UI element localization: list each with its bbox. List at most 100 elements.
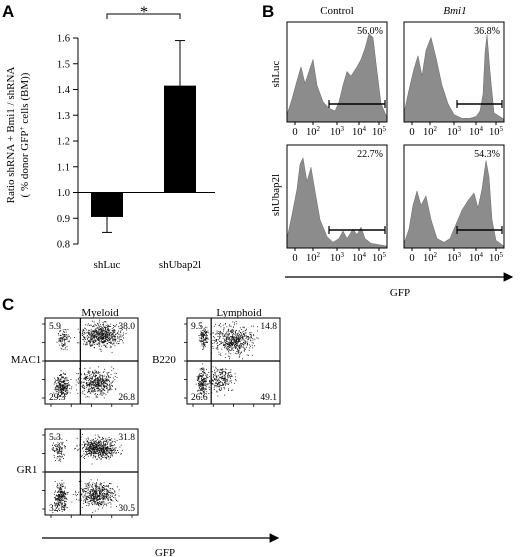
event-dot (57, 453, 58, 455)
event-dot (95, 341, 97, 342)
event-dot (218, 372, 220, 374)
event-dot (220, 368, 222, 370)
event-dot (59, 379, 61, 381)
event-dot (88, 488, 89, 490)
event-dot (111, 329, 113, 331)
event-dot (89, 342, 91, 344)
event-dot (64, 498, 66, 499)
event-dot (219, 388, 221, 390)
event-dot (62, 496, 64, 497)
event-dot (59, 484, 61, 486)
event-dot (231, 341, 233, 343)
event-dot (98, 366, 99, 368)
event-dot (90, 384, 92, 386)
event-dot (219, 341, 220, 342)
event-dot (114, 375, 116, 377)
event-dot (63, 491, 65, 493)
event-dot (213, 342, 215, 344)
event-dot (102, 336, 104, 338)
event-dot (97, 377, 99, 379)
event-dot (244, 340, 246, 342)
event-dot (212, 343, 214, 344)
event-dot (100, 332, 102, 334)
event-dot (58, 490, 60, 491)
event-dot (97, 380, 99, 382)
event-dot (201, 376, 203, 378)
event-dot (98, 447, 100, 449)
event-dot (198, 375, 200, 377)
event-dot (92, 336, 94, 338)
event-dot (99, 451, 101, 453)
event-dot (62, 377, 63, 379)
event-dot (63, 445, 65, 446)
event-dot (93, 444, 94, 446)
event-dot (86, 332, 88, 334)
event-dot (99, 493, 101, 495)
event-dot (97, 372, 98, 374)
event-dot (97, 390, 98, 392)
event-dot (83, 387, 85, 389)
x-tick-label: 105 (372, 125, 387, 138)
event-dot (65, 331, 67, 333)
event-dot (58, 444, 60, 446)
event-dot (93, 440, 95, 442)
event-dot (81, 493, 83, 495)
event-dot (209, 381, 211, 383)
event-dot (208, 372, 210, 373)
event-dot (109, 443, 111, 445)
event-dot (206, 375, 208, 377)
bar-chart: Ratio shRNA + Bmi1 / shRNA ( % donor GFP… (5, 4, 215, 271)
event-dot (96, 370, 97, 372)
event-dot (231, 349, 233, 351)
event-dot (99, 452, 101, 453)
event-dot (203, 338, 205, 340)
event-dot (65, 388, 67, 390)
event-dot (98, 326, 100, 328)
event-dot (55, 446, 57, 447)
event-dot (94, 333, 96, 335)
event-dot (63, 376, 64, 378)
event-dot (110, 332, 111, 334)
event-dot (95, 440, 97, 441)
event-dot (202, 381, 204, 383)
event-dot (231, 375, 233, 377)
event-dot (101, 328, 103, 330)
event-dot (101, 504, 103, 506)
event-dot (97, 384, 99, 386)
y-tick-label: 1.4 (57, 85, 71, 96)
event-dot (244, 334, 245, 336)
event-dot (89, 375, 91, 377)
event-dot (76, 342, 78, 344)
event-dot (114, 335, 115, 337)
event-dot (237, 339, 239, 341)
event-dot (87, 451, 89, 452)
event-dot (215, 382, 217, 384)
event-dot (109, 388, 111, 390)
event-dot (88, 329, 89, 331)
event-dot (225, 340, 227, 342)
event-dot (64, 490, 66, 492)
event-dot (245, 340, 247, 342)
event-dot (88, 340, 89, 342)
event-dot (100, 458, 102, 460)
event-dot (59, 386, 61, 388)
event-dot (202, 369, 204, 370)
event-dot (226, 372, 228, 374)
event-dot (231, 341, 232, 343)
event-dot (89, 439, 91, 441)
event-dot (100, 390, 102, 392)
event-dot (89, 391, 91, 393)
event-dot (91, 443, 93, 445)
significance-asterisk: * (140, 4, 148, 21)
event-dot (101, 341, 103, 342)
event-dot (231, 382, 232, 384)
event-dot (54, 496, 56, 498)
event-dot (64, 486, 66, 488)
event-dot (106, 491, 108, 493)
event-dot (87, 336, 89, 338)
event-dot (198, 386, 200, 388)
event-dot (63, 497, 65, 499)
event-dot (108, 452, 110, 454)
event-dot (97, 502, 99, 503)
